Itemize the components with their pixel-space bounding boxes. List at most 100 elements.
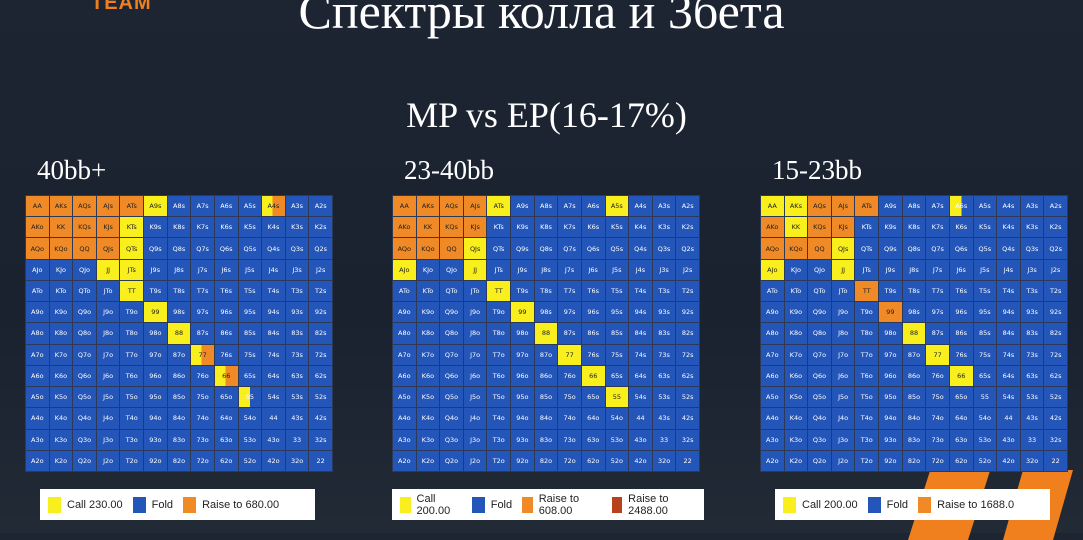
hand-cell[interactable]: 92o (511, 450, 534, 471)
hand-cell[interactable]: J7o (831, 344, 855, 365)
hand-cell[interactable]: 85s (973, 323, 997, 344)
hand-cell[interactable]: 74s (629, 344, 652, 365)
hand-cell[interactable]: A9s (879, 196, 902, 217)
hand-cell[interactable]: Q6s (949, 238, 973, 259)
hand-cell[interactable]: K4s (629, 217, 652, 238)
hand-cell[interactable]: J9s (511, 259, 534, 280)
hand-cell[interactable]: 65s (605, 365, 629, 387)
hand-cell[interactable]: 92o (144, 450, 167, 471)
hand-cell[interactable]: 62s (676, 365, 699, 387)
hand-cell[interactable]: 42o (262, 450, 285, 471)
hand-cell[interactable]: A9o (393, 302, 416, 323)
hand-cell[interactable]: T2s (1044, 280, 1067, 302)
hand-cell[interactable]: A2s (676, 196, 699, 217)
hand-cell[interactable]: K3s (1020, 217, 1044, 238)
hand-cell[interactable]: 85s (605, 323, 629, 344)
hand-cell[interactable]: Q8s (534, 238, 558, 259)
hand-cell[interactable]: T3s (652, 280, 676, 302)
hand-cell[interactable]: 53o (973, 429, 997, 450)
hand-cell[interactable]: QJo (73, 259, 96, 280)
hand-cell[interactable]: 62o (949, 450, 973, 471)
hand-cell[interactable]: 96s (214, 302, 238, 323)
hand-cell[interactable]: A4o (26, 408, 49, 429)
hand-cell[interactable]: TT (855, 280, 879, 302)
hand-cell[interactable]: T6s (949, 280, 973, 302)
hand-cell[interactable]: 96s (581, 302, 605, 323)
hand-cell[interactable]: A7o (26, 344, 49, 365)
hand-cell[interactable]: 65o (214, 387, 238, 408)
hand-cell[interactable]: K5s (238, 217, 262, 238)
hand-cell[interactable]: T4o (487, 408, 511, 429)
hand-cell[interactable]: 87s (926, 323, 949, 344)
hand-cell[interactable]: KTs (487, 217, 511, 238)
hand-cell[interactable]: J7o (463, 344, 487, 365)
hand-cell[interactable]: ATs (120, 196, 144, 217)
hand-cell[interactable]: 72o (191, 450, 214, 471)
hand-cell[interactable]: 32o (285, 450, 309, 471)
hand-cell[interactable]: T3s (285, 280, 309, 302)
hand-cell[interactable]: 62o (581, 450, 605, 471)
hand-cell[interactable]: ATo (393, 280, 416, 302)
hand-cell[interactable]: 86s (949, 323, 973, 344)
hand-cell[interactable]: 43s (652, 408, 676, 429)
hand-cell[interactable]: A3s (1020, 196, 1044, 217)
hand-cell[interactable]: J4o (463, 408, 487, 429)
hand-cell[interactable]: K2s (1044, 217, 1067, 238)
hand-cell[interactable]: 99 (511, 302, 534, 323)
hand-cell[interactable]: A5s (605, 196, 629, 217)
hand-cell[interactable]: 64s (262, 365, 285, 387)
hand-cell[interactable]: Q6s (581, 238, 605, 259)
hand-cell[interactable]: A6s (581, 196, 605, 217)
hand-cell[interactable]: 63s (652, 365, 676, 387)
hand-cell[interactable]: 52o (973, 450, 997, 471)
hand-cell[interactable]: T6o (487, 365, 511, 387)
hand-cell[interactable]: 53s (285, 387, 309, 408)
hand-cell[interactable]: 76o (191, 365, 214, 387)
hand-cell[interactable]: T6o (120, 365, 144, 387)
hand-cell[interactable]: 72s (1044, 344, 1067, 365)
hand-cell[interactable]: 97o (511, 344, 534, 365)
hand-cell[interactable]: 65s (238, 365, 262, 387)
hand-cell[interactable]: 92s (309, 302, 332, 323)
hand-cell[interactable]: A6s (214, 196, 238, 217)
hand-cell[interactable]: AA (761, 196, 784, 217)
hand-cell[interactable]: T5o (120, 387, 144, 408)
hand-cell[interactable]: 95s (973, 302, 997, 323)
hand-cell[interactable]: 84o (167, 408, 191, 429)
hand-cell[interactable]: A6o (393, 365, 416, 387)
hand-cell[interactable]: 74o (558, 408, 581, 429)
hand-cell[interactable]: T8o (487, 323, 511, 344)
hand-cell[interactable]: K8s (902, 217, 926, 238)
hand-cell[interactable]: J6o (96, 365, 120, 387)
hand-cell[interactable]: 92o (879, 450, 902, 471)
hand-cell[interactable]: 77 (558, 344, 581, 365)
hand-cell[interactable]: Q3s (1020, 238, 1044, 259)
hand-cell[interactable]: J3s (652, 259, 676, 280)
hand-cell[interactable]: JTo (96, 280, 120, 302)
hand-cell[interactable]: T7o (120, 344, 144, 365)
hand-cell[interactable]: KTo (416, 280, 440, 302)
hand-cell[interactable]: KTs (120, 217, 144, 238)
hand-cell[interactable]: K7o (49, 344, 73, 365)
hand-cell[interactable]: Q8o (73, 323, 96, 344)
hand-cell[interactable]: 63o (581, 429, 605, 450)
hand-cell[interactable]: K8o (784, 323, 808, 344)
hand-cell[interactable]: 88 (167, 323, 191, 344)
hand-cell[interactable]: J6o (463, 365, 487, 387)
hand-cell[interactable]: 85s (238, 323, 262, 344)
hand-cell[interactable]: T3o (487, 429, 511, 450)
hand-cell[interactable]: J3o (96, 429, 120, 450)
hand-cell[interactable]: AKo (26, 217, 49, 238)
hand-cell[interactable]: T4o (120, 408, 144, 429)
hand-cell[interactable]: 74o (926, 408, 949, 429)
hand-cell[interactable]: AKo (393, 217, 416, 238)
hand-cell[interactable]: Q4o (73, 408, 96, 429)
hand-cell[interactable]: T6s (581, 280, 605, 302)
hand-cell[interactable]: 88 (534, 323, 558, 344)
hand-cell[interactable]: Q7s (558, 238, 581, 259)
hand-cell[interactable]: 42o (997, 450, 1020, 471)
hand-cell[interactable]: Q3s (285, 238, 309, 259)
hand-cell[interactable]: AQo (26, 238, 49, 259)
hand-cell[interactable]: T4s (262, 280, 285, 302)
hand-cell[interactable]: 64o (581, 408, 605, 429)
